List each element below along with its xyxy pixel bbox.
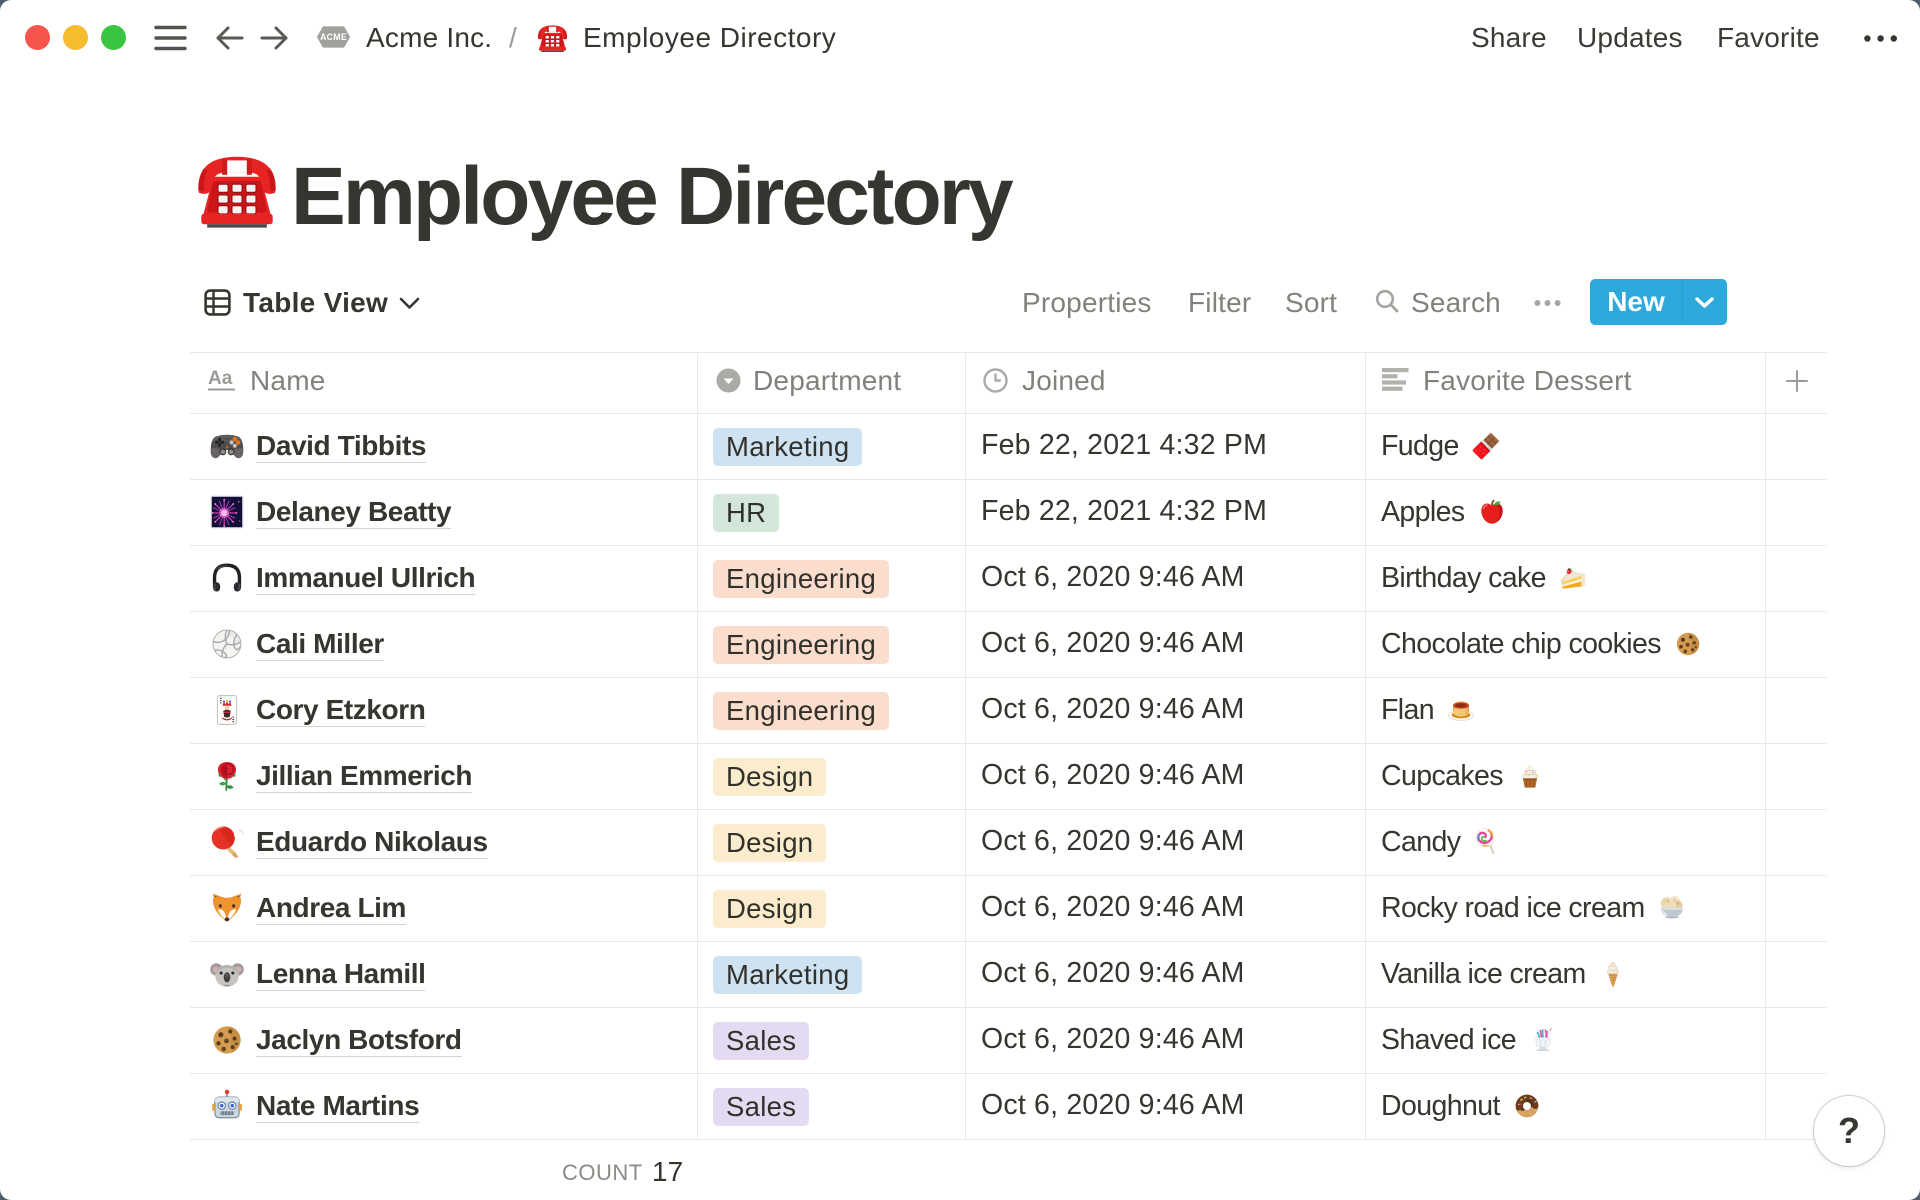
svg-text:Aa: Aa (208, 368, 233, 389)
